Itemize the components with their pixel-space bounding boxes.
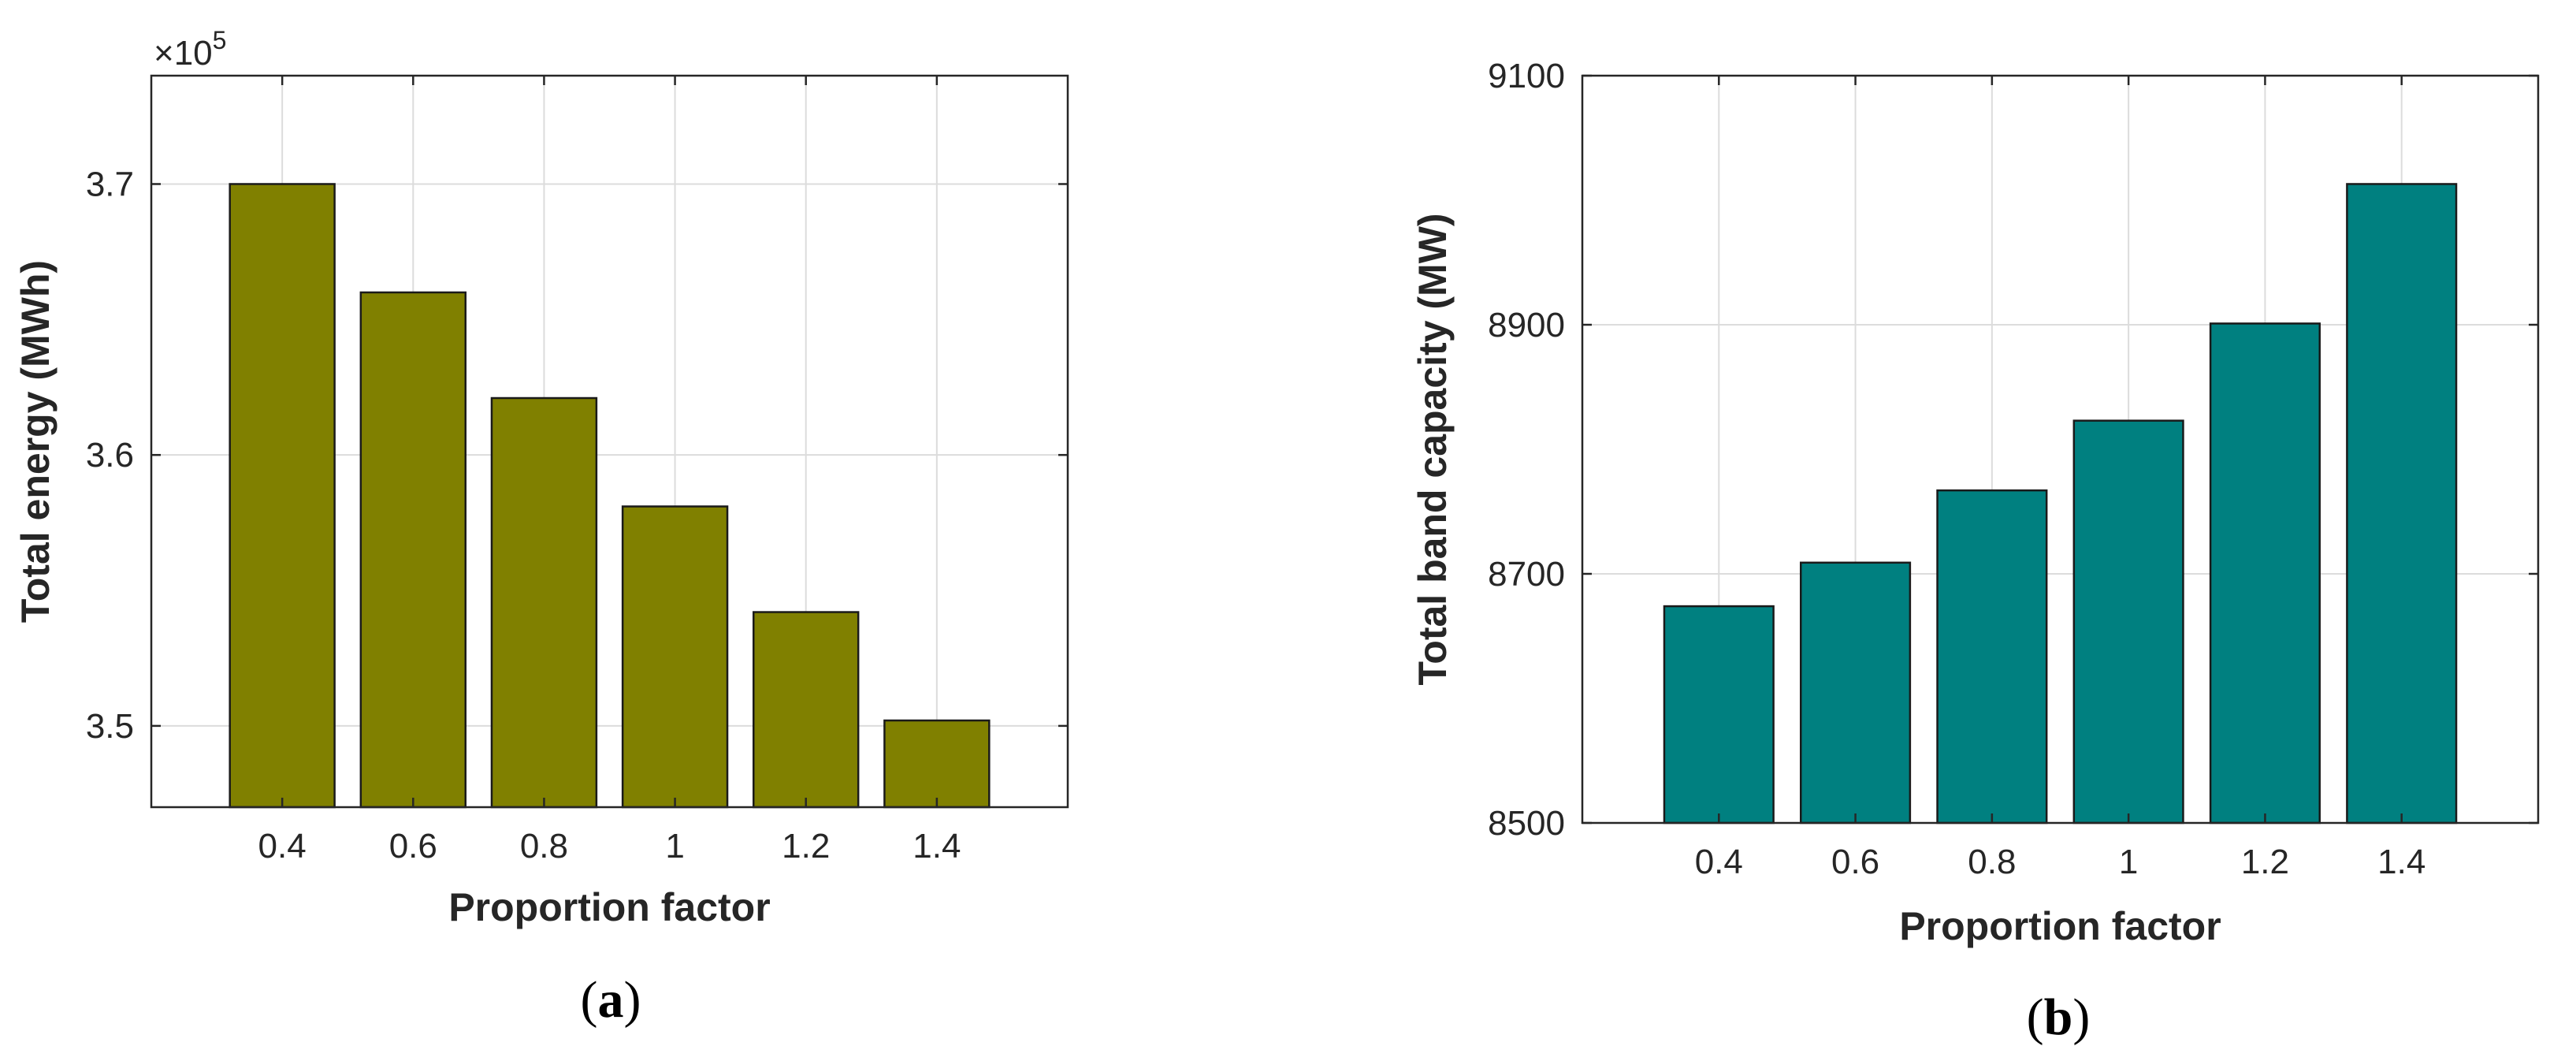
y-scale-exponent-label: ×105 bbox=[154, 26, 226, 73]
x-tick-label: 0.6 bbox=[389, 827, 437, 865]
bar-0-6 bbox=[359, 291, 467, 809]
y-axis-label: Total energy (MWh) bbox=[13, 260, 58, 623]
x-axis-label: Proportion factor bbox=[1899, 904, 2221, 948]
x-tick-label: 1 bbox=[665, 827, 684, 865]
bar-0-8 bbox=[490, 396, 598, 809]
y-tick-label: 8700 bbox=[1488, 555, 1565, 594]
scale-multiplier: ×10 bbox=[154, 34, 213, 73]
x-tick-label: 1.2 bbox=[782, 827, 830, 865]
y-tick-label: 8500 bbox=[1488, 804, 1565, 843]
x-tick-label: 0.4 bbox=[258, 827, 307, 865]
y-tick-label: 8900 bbox=[1488, 306, 1565, 344]
caption-open-paren: ( bbox=[2027, 988, 2044, 1046]
x-tick-label: 1.4 bbox=[913, 827, 961, 865]
caption-letter: b bbox=[2044, 988, 2073, 1046]
x-tick-label: 1.4 bbox=[2377, 843, 2425, 881]
axes-frame bbox=[1581, 74, 2540, 825]
caption-close-paren: ) bbox=[624, 971, 641, 1029]
panel-caption: (b) bbox=[2027, 988, 2091, 1046]
bar-1-2 bbox=[753, 611, 860, 809]
x-axis-label: Proportion factor bbox=[448, 885, 770, 929]
y-tick-label: 9100 bbox=[1488, 57, 1565, 95]
bar-0-4 bbox=[229, 183, 336, 809]
axes-frame bbox=[150, 74, 1069, 809]
y-tick-label: 3.5 bbox=[86, 707, 134, 746]
y-tick-label: 3.7 bbox=[86, 165, 134, 203]
x-tick-label: 0.6 bbox=[1831, 843, 1879, 881]
x-tick-label: 0.8 bbox=[520, 827, 568, 865]
panel-b-chart: 0.4 0.6 0.8 1 1.2 1.4 8500 8700 8900 9100 Proporti… bbox=[1411, 57, 2540, 1046]
bar-1-4 bbox=[883, 719, 991, 809]
caption-letter: a bbox=[598, 971, 624, 1029]
x-tick-label: 0.4 bbox=[1695, 843, 1743, 881]
bar-1 bbox=[621, 505, 729, 809]
y-tick-label: 3.6 bbox=[86, 436, 134, 475]
bar-0-8 bbox=[1936, 489, 2048, 825]
x-tick-label: 1.2 bbox=[2241, 843, 2289, 881]
bar-1 bbox=[2072, 419, 2184, 825]
scale-exponent: 5 bbox=[213, 26, 227, 54]
caption-open-paren: ( bbox=[581, 971, 598, 1029]
panel-caption: (a) bbox=[581, 971, 641, 1029]
bar-1-4 bbox=[2346, 183, 2458, 825]
bar-0-6 bbox=[1800, 561, 1912, 825]
caption-close-paren: ) bbox=[2072, 988, 2090, 1046]
panel-a-chart: 0.4 0.6 0.8 1 1.2 1.4 3.5 3.6 3.7 ×105 Proportion … bbox=[13, 26, 1069, 1029]
x-tick-label: 1 bbox=[2119, 843, 2138, 881]
bar-0-4 bbox=[1663, 605, 1775, 825]
bar-1-2 bbox=[2209, 322, 2321, 825]
x-tick-label: 0.8 bbox=[1968, 843, 2016, 881]
y-axis-label: Total band capacity (MW) bbox=[1411, 213, 1455, 685]
